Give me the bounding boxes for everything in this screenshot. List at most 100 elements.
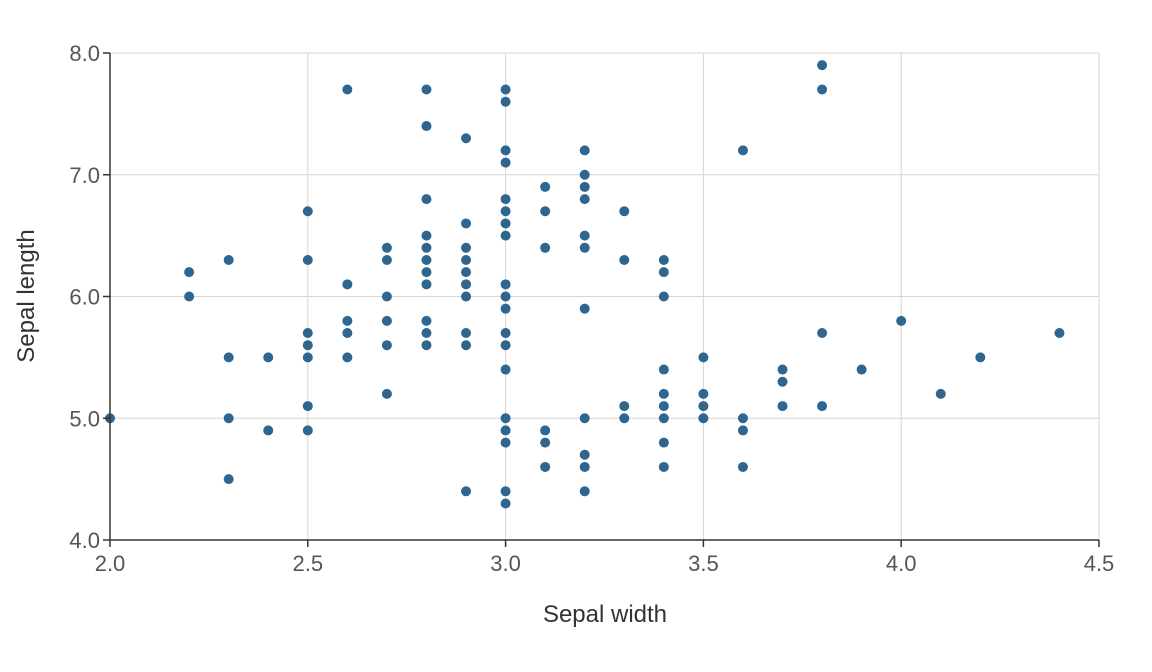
data-point [302, 206, 313, 217]
data-point [500, 413, 511, 424]
data-point [737, 145, 748, 156]
data-point [698, 401, 709, 412]
data-point [500, 437, 511, 448]
data-point [777, 364, 788, 375]
data-point [461, 133, 472, 144]
data-point [223, 413, 234, 424]
data-point [500, 340, 511, 351]
data-point [579, 486, 590, 497]
data-point [421, 84, 432, 95]
data-point [500, 364, 511, 375]
data-point [817, 401, 828, 412]
data-point [777, 376, 788, 387]
data-point [421, 194, 432, 205]
data-point [381, 388, 392, 399]
data-point [658, 437, 669, 448]
data-point [421, 340, 432, 351]
data-point [856, 364, 867, 375]
data-point [421, 242, 432, 253]
data-point [500, 498, 511, 509]
y-tick-label: 6.0 [69, 285, 100, 310]
data-point [540, 242, 551, 253]
data-point [500, 145, 511, 156]
data-point [658, 267, 669, 278]
data-point [896, 315, 907, 326]
data-point [579, 242, 590, 253]
data-point [223, 474, 234, 485]
data-point [342, 328, 353, 339]
data-point [500, 218, 511, 229]
data-point [540, 181, 551, 192]
data-point [342, 315, 353, 326]
data-point [619, 206, 630, 217]
data-point [658, 254, 669, 265]
data-point [461, 279, 472, 290]
data-point [223, 352, 234, 363]
data-point [737, 425, 748, 436]
data-point [540, 437, 551, 448]
data-point [500, 206, 511, 217]
data-point [421, 121, 432, 132]
data-point [461, 242, 472, 253]
data-point [184, 267, 195, 278]
data-point [500, 84, 511, 95]
data-point [302, 401, 313, 412]
data-point [540, 206, 551, 217]
data-point [500, 279, 511, 290]
data-point [579, 194, 590, 205]
data-point [381, 340, 392, 351]
data-point [421, 254, 432, 265]
data-point [658, 461, 669, 472]
data-point [500, 328, 511, 339]
data-point [619, 401, 630, 412]
data-point [658, 413, 669, 424]
data-point [381, 254, 392, 265]
data-point [500, 486, 511, 497]
data-point [184, 291, 195, 302]
data-point [658, 364, 669, 375]
data-point [421, 315, 432, 326]
data-point [658, 388, 669, 399]
x-tick-label: 4.5 [1084, 551, 1115, 576]
data-point [935, 388, 946, 399]
data-point [658, 291, 669, 302]
data-point [698, 388, 709, 399]
tick-labels: 2.0 2.5 3.0 3.5 4.0 4.5 4.0 5.0 6.0 7.0 8.0 [69, 41, 1114, 576]
data-point [500, 425, 511, 436]
data-point [421, 279, 432, 290]
data-point [698, 352, 709, 363]
data-point [975, 352, 986, 363]
data-point [421, 328, 432, 339]
data-point [737, 461, 748, 472]
data-point [619, 413, 630, 424]
data-point [302, 352, 313, 363]
y-tick-label: 4.0 [69, 528, 100, 553]
data-point [579, 303, 590, 314]
x-axis-title: Sepal width [543, 601, 667, 628]
data-point [1054, 328, 1065, 339]
data-point [461, 291, 472, 302]
data-point [500, 96, 511, 107]
data-point [737, 413, 748, 424]
data-point [500, 157, 511, 168]
data-point [698, 413, 709, 424]
data-point [500, 291, 511, 302]
data-point [658, 401, 669, 412]
data-point [540, 461, 551, 472]
data-point [817, 60, 828, 71]
data-point [302, 254, 313, 265]
data-point [500, 194, 511, 205]
y-tick-label: 5.0 [69, 406, 100, 431]
data-point [342, 352, 353, 363]
grid [110, 52, 1100, 540]
data-point [421, 230, 432, 241]
y-tick-label: 7.0 [69, 163, 100, 188]
data-point [302, 425, 313, 436]
data-point [263, 425, 274, 436]
data-point [263, 352, 274, 363]
data-point [342, 84, 353, 95]
x-tick-label: 3.5 [688, 551, 719, 576]
data-point [817, 328, 828, 339]
y-axis-title: Sepal length [13, 229, 40, 362]
data-point [461, 340, 472, 351]
